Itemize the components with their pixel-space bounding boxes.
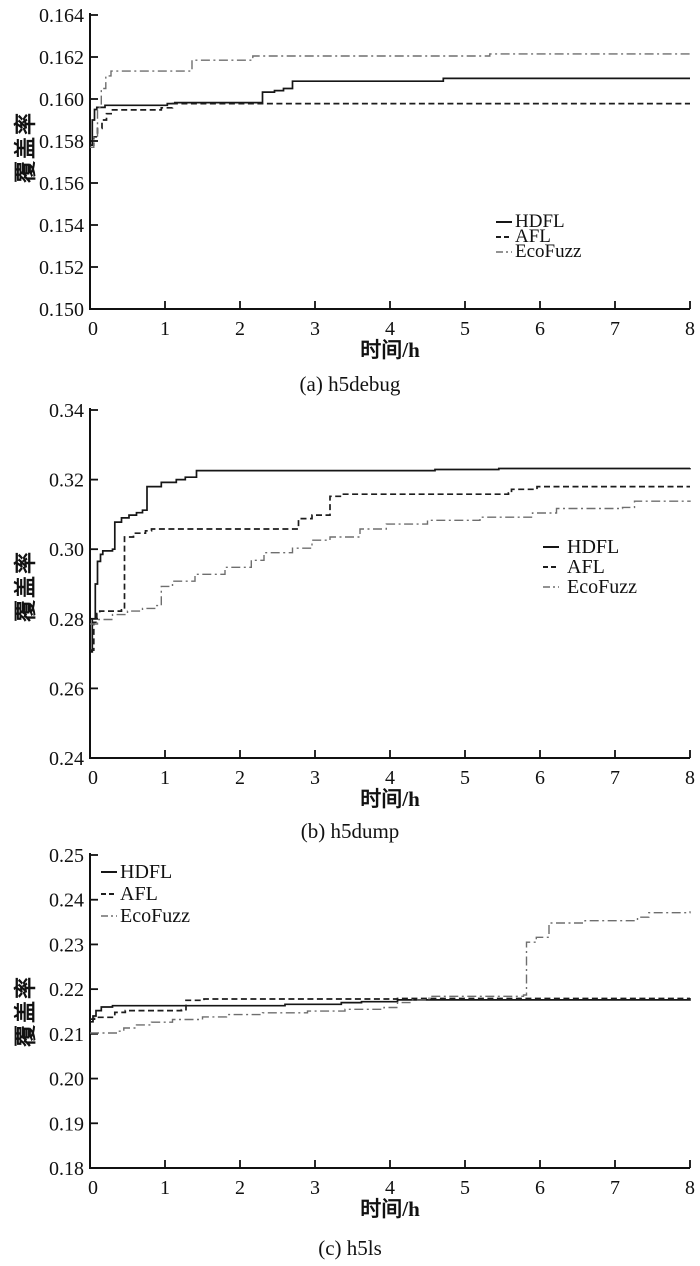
svg-text:7: 7 (610, 318, 620, 340)
svg-text:0: 0 (88, 767, 98, 789)
svg-text:4: 4 (385, 318, 395, 340)
svg-text:4: 4 (385, 767, 395, 789)
legend-label: HDFL (120, 860, 173, 883)
svg-text:0.162: 0.162 (39, 47, 84, 69)
legend-entry-afl: AFL (496, 226, 581, 247)
legend-entry-afl: AFL (543, 555, 637, 578)
legend-entry-ecofuzz: EcoFuzz (543, 575, 637, 598)
chart-h5debug: 0.150 0.152 0.154 0.156 0.158 0.160 0.162 0.164… (0, 0, 700, 396)
svg-text:1: 1 (160, 767, 170, 789)
ecofuzz-line-sample (101, 912, 120, 920)
legend-label: HDFL (567, 535, 620, 558)
chart-h5dump: 0.24 0.26 0.28 0.30 0.32 0.34 0 1 2 3 4 5 6 7 8 覆盖率 时间… (0, 395, 700, 845)
legend: HDFL AFL EcoFuzz (496, 211, 581, 262)
y-axis-label: 覆盖率 (13, 549, 38, 622)
svg-text:2: 2 (235, 318, 245, 340)
ecofuzz-line-sample (496, 248, 515, 256)
svg-text:7: 7 (610, 1177, 620, 1199)
svg-text:8: 8 (685, 1177, 695, 1199)
afl-line-sample (496, 233, 515, 241)
svg-text:0.158: 0.158 (39, 131, 84, 153)
svg-text:0.19: 0.19 (49, 1113, 84, 1135)
svg-text:0.20: 0.20 (49, 1069, 84, 1091)
y-axis-label: 覆盖率 (13, 974, 38, 1047)
svg-text:0.18: 0.18 (49, 1158, 84, 1180)
chart-h5ls: 0.18 0.19 0.20 0.21 0.22 0.23 0.24 0.25 0 1 2 3 4 5 6 7… (0, 845, 700, 1266)
x-axis-label: 时间/h (360, 338, 420, 362)
x-axis-label: 时间/h (360, 1197, 420, 1221)
svg-text:0.28: 0.28 (49, 609, 84, 631)
h5debug-plot-canvas: 0.150 0.152 0.154 0.156 0.158 0.160 0.162 0.164… (39, 5, 695, 340)
svg-text:5: 5 (460, 1177, 470, 1199)
svg-text:0.152: 0.152 (39, 257, 84, 279)
svg-text:3: 3 (310, 767, 320, 789)
svg-text:1: 1 (160, 318, 170, 340)
svg-text:0.22: 0.22 (49, 979, 84, 1001)
hdfl-line-sample (543, 543, 567, 551)
svg-text:6: 6 (535, 767, 545, 789)
svg-text:6: 6 (535, 1177, 545, 1199)
legend-label: AFL (567, 555, 605, 578)
legend-label: EcoFuzz (120, 904, 190, 927)
svg-text:0.24: 0.24 (49, 890, 84, 912)
afl-line-sample (543, 563, 567, 571)
h5ls-plot-canvas: 0.18 0.19 0.20 0.21 0.22 0.23 0.24 0.25 0 1 2 3 4 5 6 7… (49, 845, 695, 1199)
svg-text:7: 7 (610, 767, 620, 789)
x-axis-label: 时间/h (360, 787, 420, 811)
svg-text:0.32: 0.32 (49, 470, 84, 492)
svg-text:1: 1 (160, 1177, 170, 1199)
legend-label: AFL (120, 882, 158, 905)
legend-entry-hdfl: HDFL (543, 535, 637, 558)
legend-label: HDFL (515, 210, 565, 232)
svg-text:0.150: 0.150 (39, 299, 84, 321)
svg-text:0.25: 0.25 (49, 845, 84, 867)
legend: HDFL AFL EcoFuzz (101, 861, 190, 927)
hdfl-line-sample (101, 868, 120, 876)
h5dump-plot-canvas: 0.24 0.26 0.28 0.30 0.32 0.34 0 1 2 3 4 5 6 7 8 (49, 400, 695, 789)
svg-text:0.34: 0.34 (49, 400, 84, 422)
legend-label: AFL (515, 225, 551, 247)
svg-text:0.24: 0.24 (49, 748, 84, 770)
svg-text:8: 8 (685, 318, 695, 340)
hdfl-line-sample (496, 218, 515, 226)
svg-text:0.164: 0.164 (39, 5, 84, 27)
subplot-caption: (c) h5ls (318, 1236, 382, 1260)
subplot-caption: (a) h5debug (299, 372, 401, 396)
svg-text:0.160: 0.160 (39, 89, 84, 111)
legend-entry-hdfl: HDFL (101, 861, 190, 883)
subplot-caption: (b) h5dump (300, 819, 400, 843)
svg-text:0.156: 0.156 (39, 173, 84, 195)
legend-entry-ecofuzz: EcoFuzz (496, 241, 581, 262)
svg-text:0.30: 0.30 (49, 539, 84, 561)
svg-text:5: 5 (460, 318, 470, 340)
svg-text:3: 3 (310, 318, 320, 340)
legend-label: EcoFuzz (567, 575, 637, 598)
legend-label: EcoFuzz (515, 240, 582, 262)
svg-text:5: 5 (460, 767, 470, 789)
legend-entry-ecofuzz: EcoFuzz (101, 905, 190, 927)
legend-entry-afl: AFL (101, 883, 190, 905)
svg-text:2: 2 (235, 1177, 245, 1199)
svg-text:2: 2 (235, 767, 245, 789)
svg-text:8: 8 (685, 767, 695, 789)
svg-text:3: 3 (310, 1177, 320, 1199)
svg-text:4: 4 (385, 1177, 395, 1199)
svg-text:0: 0 (88, 1177, 98, 1199)
ecofuzz-line-sample (543, 583, 567, 591)
svg-text:0.26: 0.26 (49, 678, 84, 700)
svg-text:0.21: 0.21 (49, 1024, 84, 1046)
legend: HDFL AFL EcoFuzz (543, 535, 637, 598)
svg-text:0.154: 0.154 (39, 215, 84, 237)
afl-line-sample (101, 890, 120, 898)
svg-text:6: 6 (535, 318, 545, 340)
svg-text:0.23: 0.23 (49, 934, 84, 956)
y-axis-label: 覆盖率 (13, 110, 38, 183)
svg-text:0: 0 (88, 318, 98, 340)
legend-entry-hdfl: HDFL (496, 211, 581, 232)
